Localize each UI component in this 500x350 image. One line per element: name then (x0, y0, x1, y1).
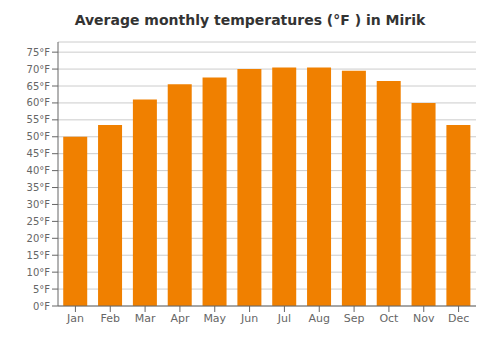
svg-text:Oct: Oct (379, 312, 399, 325)
svg-text:5°F: 5°F (33, 284, 50, 295)
svg-text:Aug: Aug (309, 312, 330, 325)
svg-text:65°F: 65°F (27, 81, 51, 92)
svg-text:25°F: 25°F (27, 216, 51, 227)
svg-text:45°F: 45°F (27, 148, 51, 159)
svg-text:Sep: Sep (344, 312, 365, 325)
svg-text:50°F: 50°F (27, 131, 51, 142)
svg-text:10°F: 10°F (27, 267, 51, 278)
svg-text:Nov: Nov (413, 312, 435, 325)
svg-text:Jul: Jul (277, 312, 291, 325)
svg-text:Mar: Mar (135, 312, 156, 325)
svg-text:15°F: 15°F (27, 250, 51, 261)
svg-text:30°F: 30°F (27, 199, 51, 210)
svg-text:Jun: Jun (240, 312, 258, 325)
html-text:Average monthly temperatures (: Average monthly temperatures (°F ) in Mi… (74, 12, 426, 28)
svg-text:75°F: 75°F (27, 47, 51, 58)
svg-text:Apr: Apr (170, 312, 190, 325)
svg-text:70°F: 70°F (27, 64, 51, 75)
svg-text:60°F: 60°F (27, 97, 51, 108)
svg-text:40°F: 40°F (27, 165, 51, 176)
svg-text:Feb: Feb (101, 312, 120, 325)
svg-text:0°F: 0°F (33, 301, 50, 312)
svg-text:35°F: 35°F (27, 182, 51, 193)
svg-text:May: May (203, 312, 226, 325)
svg-text:55°F: 55°F (27, 114, 51, 125)
svg-text:20°F: 20°F (27, 233, 51, 244)
svg-text:Jan: Jan (66, 312, 84, 325)
svg-text:Dec: Dec (448, 312, 469, 325)
